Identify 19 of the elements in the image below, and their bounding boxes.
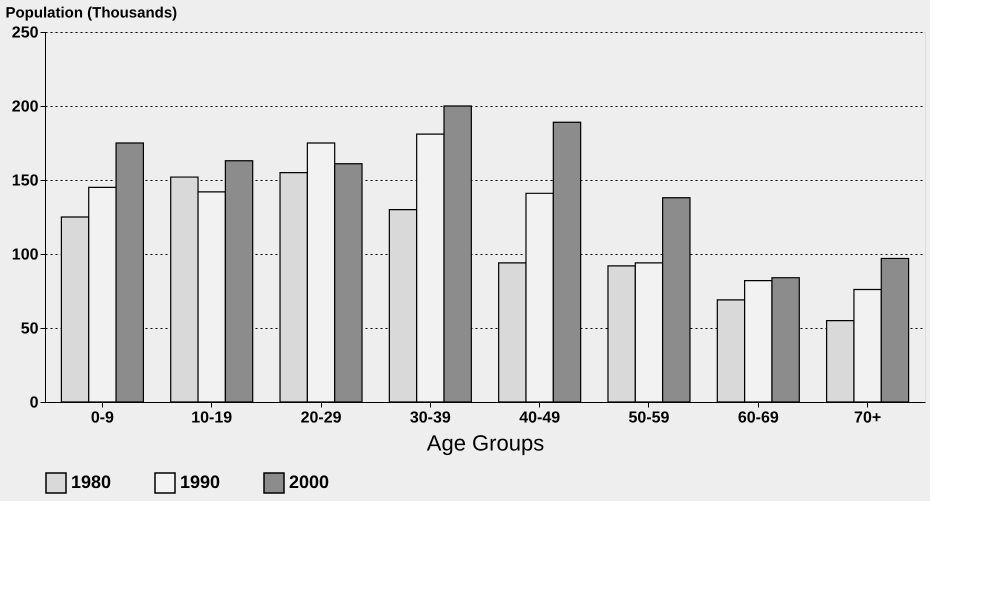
x-axis-title: Age Groups: [426, 430, 544, 456]
x-tick-label: 70+: [854, 410, 882, 426]
y-tick-label: 250: [12, 24, 39, 42]
y-tick-label: 0: [30, 394, 39, 412]
x-tick-label: 60-69: [738, 410, 779, 426]
x-tick-label: 50-59: [628, 410, 670, 426]
x-tick-label: 0-9: [90, 410, 114, 426]
y-axis-title: Population (Thousands): [6, 4, 178, 22]
y-tick-label: 200: [12, 98, 39, 116]
y-tick-label: 50: [20, 320, 39, 338]
legend-label: 1980: [71, 472, 112, 492]
y-tick-label: 100: [12, 246, 39, 264]
x-tick-label: 30-39: [410, 410, 451, 426]
x-tick-label: 20-29: [300, 410, 342, 426]
y-tick-label: 150: [12, 172, 39, 190]
x-tick-label: 10-19: [191, 410, 232, 426]
x-tick-label: 40-49: [519, 410, 560, 426]
legend-label: 1990: [180, 472, 220, 492]
legend-label: 2000: [289, 472, 330, 492]
